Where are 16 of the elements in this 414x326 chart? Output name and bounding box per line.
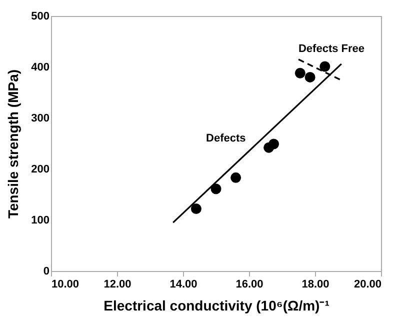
- y-tick-label: 400: [31, 62, 50, 74]
- y-axis-title: Tensile strength (MPa): [5, 69, 22, 219]
- x-tick-label: 12.00: [104, 278, 132, 290]
- y-tick-label: 200: [31, 164, 50, 176]
- y-tick-label: 0: [43, 266, 50, 278]
- x-tick-label: 16.00: [236, 278, 264, 290]
- x-tick-label: 14.00: [170, 278, 198, 290]
- x-axis-title: Electrical conductivity (10⁶(Ω/m)⁻¹: [104, 298, 330, 314]
- annotation: Defects: [206, 132, 246, 144]
- x-tick-label: 18.00: [302, 278, 330, 290]
- y-tick-label: 100: [31, 214, 50, 226]
- x-tick-label: 20.00: [354, 278, 382, 290]
- annotation: Defects Free: [298, 43, 365, 56]
- y-tick-label: 300: [31, 112, 50, 124]
- x-tick-label: 10.00: [52, 278, 80, 290]
- y-tick-label: 500: [31, 10, 50, 22]
